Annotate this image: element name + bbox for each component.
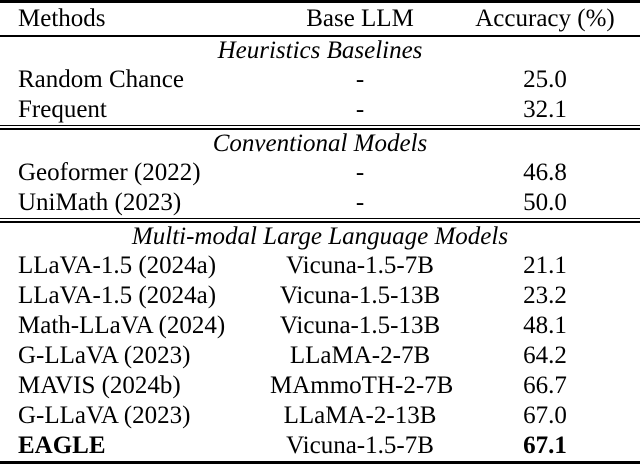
base-llm-cell: LLaMA-2-7B [289, 342, 431, 369]
base-llm-cell: - [355, 189, 365, 216]
table-row: LLaVA-1.5 (2024a) Vicuna-1.5-7B 21.1 [0, 251, 640, 281]
accuracy-cell: 64.2 [523, 342, 567, 369]
accuracy-cell: 66.7 [523, 372, 567, 399]
section-title-mllms: Multi-modal Large Language Models [131, 223, 509, 250]
method-cell: LLaVA-1.5 (2024a) [18, 282, 217, 309]
accuracy-cell: 46.8 [523, 159, 567, 186]
section-title-conventional-models: Conventional Models [212, 130, 428, 157]
section-separator-rule [0, 218, 640, 223]
section-separator-rule [0, 125, 640, 130]
accuracy-cell: 21.1 [523, 252, 567, 279]
method-cell: Math-LLaVA (2024) [18, 312, 226, 339]
table-row: UniMath (2023) - 50.0 [0, 188, 640, 218]
method-cell: EAGLE [18, 432, 106, 459]
method-cell: G-LLaVA (2023) [18, 402, 191, 429]
column-header-methods: Methods [18, 5, 106, 32]
section-title-heuristics-baselines: Heuristics Baselines [217, 37, 423, 64]
table-row: Math-LLaVA (2024) Vicuna-1.5-13B 48.1 [0, 311, 640, 341]
method-cell: Random Chance [18, 66, 184, 93]
accuracy-cell: 23.2 [523, 282, 567, 309]
bottom-rule [0, 461, 640, 464]
accuracy-cell: 32.1 [523, 96, 567, 123]
table-row-eagle: EAGLE Vicuna-1.5-7B 67.1 [0, 431, 640, 461]
base-llm-cell: Vicuna-1.5-7B [286, 252, 434, 279]
accuracy-cell: 50.0 [523, 189, 567, 216]
base-llm-cell: Vicuna-1.5-7B [286, 432, 434, 459]
table-row: MAVIS (2024b) MAmmoTH-2-7B 66.7 [0, 371, 640, 401]
accuracy-cell: 67.1 [523, 432, 567, 459]
base-llm-cell: Vicuna-1.5-13B [279, 312, 441, 339]
table-row: G-LLaVA (2023) LLaMA-2-13B 67.0 [0, 401, 640, 431]
header-rule [0, 35, 640, 37]
table-row: Frequent - 32.1 [0, 95, 640, 125]
table-row: G-LLaVA (2023) LLaMA-2-7B 64.2 [0, 341, 640, 371]
method-cell: Frequent [18, 96, 107, 123]
base-llm-cell: MAmmoTH-2-7B [270, 372, 454, 399]
table-row: Geoformer (2022) - 46.8 [0, 158, 640, 188]
column-header-accuracy: Accuracy (%) [475, 5, 615, 32]
base-llm-cell: - [355, 159, 365, 186]
accuracy-cell: 48.1 [523, 312, 567, 339]
accuracy-cell: 25.0 [523, 66, 567, 93]
column-header-base-llm: Base LLM [306, 5, 414, 32]
base-llm-cell: Vicuna-1.5-13B [279, 282, 441, 309]
top-rule [0, 0, 640, 3]
method-cell: MAVIS (2024b) [18, 372, 181, 399]
base-llm-cell: LLaMA-2-13B [283, 402, 437, 429]
accuracy-cell: 67.0 [523, 402, 567, 429]
table-row: Random Chance - 25.0 [0, 65, 640, 95]
method-cell: Geoformer (2022) [18, 159, 201, 186]
method-cell: G-LLaVA (2023) [18, 342, 191, 369]
method-cell: UniMath (2023) [18, 189, 182, 216]
base-llm-cell: - [355, 66, 365, 93]
table-header-row: Methods Base LLM Accuracy (%) [0, 3, 640, 35]
base-llm-cell: - [355, 96, 365, 123]
table-row: LLaVA-1.5 (2024a) Vicuna-1.5-13B 23.2 [0, 281, 640, 311]
method-cell: LLaVA-1.5 (2024a) [18, 252, 217, 279]
